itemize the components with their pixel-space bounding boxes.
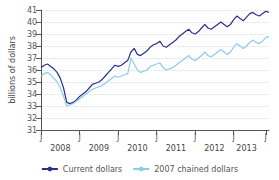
svg-text:35: 35 <box>27 78 37 87</box>
svg-text:2009: 2009 <box>89 144 109 153</box>
svg-text:2007 chained dollars: 2007 chained dollars <box>154 165 238 174</box>
svg-text:2011: 2011 <box>166 144 186 153</box>
svg-text:J: J <box>154 133 157 142</box>
svg-text:32: 32 <box>27 114 37 123</box>
svg-text:J: J <box>39 133 42 142</box>
svg-text:J: J <box>193 133 196 142</box>
svg-text:34: 34 <box>27 90 37 99</box>
svg-text:J: J <box>264 133 267 142</box>
svg-text:2008: 2008 <box>50 144 70 153</box>
svg-text:J: J <box>77 133 80 142</box>
svg-text:J: J <box>232 133 235 142</box>
svg-text:billions of dollars: billions of dollars <box>8 36 17 104</box>
svg-text:Current dollars: Current dollars <box>63 165 122 174</box>
svg-text:39: 39 <box>27 30 37 39</box>
svg-text:J: J <box>116 133 119 142</box>
svg-text:2010: 2010 <box>127 144 147 153</box>
svg-text:37: 37 <box>27 54 37 63</box>
svg-text:33: 33 <box>27 102 37 111</box>
svg-text:41: 41 <box>27 6 37 15</box>
svg-text:40: 40 <box>27 18 37 27</box>
svg-text:38: 38 <box>27 42 37 51</box>
svg-text:2013: 2013 <box>236 144 256 153</box>
svg-text:36: 36 <box>27 66 37 75</box>
svg-text:31: 31 <box>27 126 37 135</box>
svg-text:2012: 2012 <box>204 144 224 153</box>
